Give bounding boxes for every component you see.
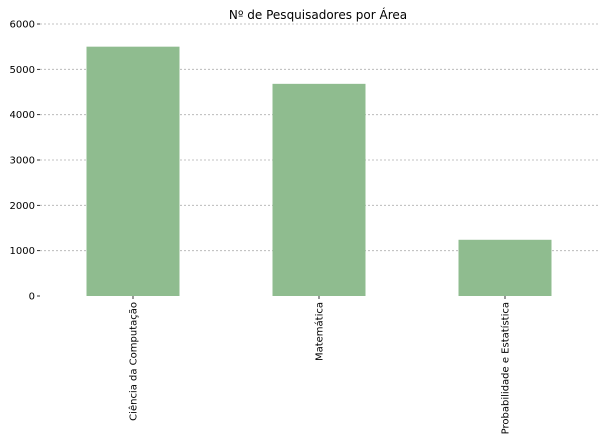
x-tick-label: Probabilidade e Estatística xyxy=(500,302,512,434)
y-axis: 0 1000 2000 3000 4000 5000 6000 xyxy=(10,20,40,303)
y-tick-label: 6000 xyxy=(10,20,35,31)
bar xyxy=(458,239,552,296)
bar xyxy=(86,46,180,296)
x-axis: Ciência da Computação Matemática Probabili… xyxy=(128,296,512,434)
y-tick-label: 4000 xyxy=(10,110,35,121)
bars xyxy=(86,46,552,296)
bar xyxy=(272,83,366,296)
y-tick-label: 2000 xyxy=(10,201,35,212)
y-tick-label: 3000 xyxy=(10,156,35,167)
x-tick-label: Matemática xyxy=(314,302,326,361)
y-tick-label: 1000 xyxy=(10,246,35,257)
x-tick-label: Ciência da Computação xyxy=(128,302,140,421)
chart-title: Nº de Pesquisadores por Área xyxy=(229,7,407,22)
y-tick-label: 0 xyxy=(29,292,35,303)
y-tick-label: 5000 xyxy=(10,65,35,76)
